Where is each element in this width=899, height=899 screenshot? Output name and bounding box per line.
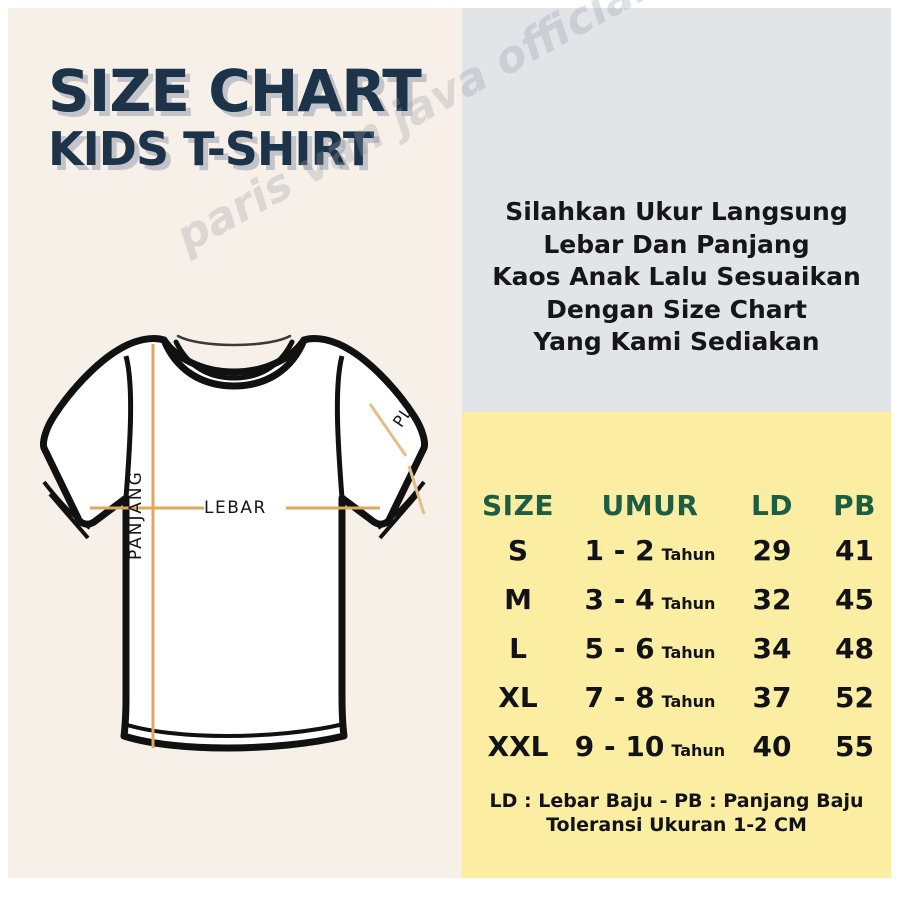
- cell-umur: 5 - 6 Tahun: [574, 632, 726, 665]
- table-row: M 3 - 4 Tahun 32 45: [462, 575, 891, 624]
- cell-pb: 41: [835, 534, 874, 567]
- cell-size: M: [504, 583, 532, 616]
- instruction-line: Yang Kami Sediakan: [533, 327, 820, 356]
- note-line-1: LD : Lebar Baju - PB : Panjang Baju: [489, 790, 864, 812]
- th-umur: UMUR: [601, 488, 699, 522]
- instruction-line: Kaos Anak Lalu Sesuaikan: [492, 262, 861, 291]
- instructions-text: Silahkan Ukur Langsung Lebar Dan Panjang…: [462, 196, 891, 359]
- th-size: SIZE: [481, 488, 554, 522]
- cell-pb: 45: [835, 583, 874, 616]
- table-body: S 1 - 2 Tahun 29 41 M 3 - 4 Tahun 32 45 …: [462, 526, 891, 771]
- label-panjang: PANJANG: [126, 470, 146, 560]
- cell-pb: 55: [835, 730, 874, 763]
- table-header: SIZE UMUR LD PB: [462, 484, 891, 526]
- table-row: S 1 - 2 Tahun 29 41: [462, 526, 891, 575]
- cell-umur: 3 - 4 Tahun: [574, 583, 726, 616]
- cell-size: L: [509, 632, 527, 665]
- cell-umur-unit: Tahun: [671, 741, 726, 760]
- table-panel: [462, 412, 891, 878]
- cell-umur-range: 1 - 2: [584, 534, 655, 567]
- cell-umur: 7 - 8 Tahun: [574, 681, 726, 714]
- cell-umur: 9 - 10 Tahun: [574, 730, 726, 763]
- table-row: L 5 - 6 Tahun 34 48: [462, 624, 891, 673]
- cell-umur-unit: Tahun: [661, 692, 716, 711]
- table-row: XL 7 - 8 Tahun 37 52: [462, 673, 891, 722]
- page-title: SIZE CHART KIDS T-SHIRT: [48, 62, 448, 172]
- title-line-1: SIZE CHART: [48, 57, 422, 125]
- cell-ld: 37: [752, 681, 792, 714]
- cell-ld: 29: [752, 534, 792, 567]
- cell-umur-range: 5 - 6: [584, 632, 655, 665]
- table-header-row: SIZE UMUR LD PB: [462, 484, 891, 526]
- cell-umur-range: 9 - 10: [574, 730, 665, 763]
- tshirt-diagram-icon: [40, 334, 428, 752]
- cell-size: XL: [498, 681, 538, 714]
- cell-ld: 40: [752, 730, 792, 763]
- instruction-line: Lebar Dan Panjang: [543, 229, 810, 259]
- cell-ld: 34: [752, 632, 792, 665]
- cell-pb: 48: [835, 632, 874, 665]
- instruction-line: Silahkan Ukur Langsung: [505, 197, 848, 226]
- th-ld: LD: [750, 488, 794, 522]
- instructions-panel: [462, 8, 891, 412]
- cell-size: XXL: [487, 730, 549, 763]
- label-lebar: LEBAR: [204, 498, 267, 518]
- cell-umur: 1 - 2 Tahun: [574, 534, 726, 567]
- table-row: XXL 9 - 10 Tahun 40 55: [462, 722, 891, 771]
- cell-umur-unit: Tahun: [661, 545, 716, 564]
- cell-umur-unit: Tahun: [661, 643, 716, 662]
- cell-umur-unit: Tahun: [661, 594, 716, 613]
- title-line-2: KIDS T-SHIRT: [48, 122, 374, 176]
- table-note: LD : Lebar Baju - PB : Panjang Baju Tole…: [462, 790, 891, 838]
- th-pb: PB: [833, 488, 876, 522]
- note-line-2: Toleransi Ukuran 1-2 CM: [546, 813, 807, 836]
- cell-umur-range: 7 - 8: [584, 681, 655, 714]
- cell-size: S: [507, 534, 529, 567]
- size-table: SIZE UMUR LD PB S 1 - 2 Tahun 29 41 M 3 …: [462, 484, 891, 771]
- cell-pb: 52: [835, 681, 874, 714]
- instruction-line: Dengan Size Chart: [546, 294, 807, 324]
- cell-umur-range: 3 - 4: [584, 583, 655, 616]
- cell-ld: 32: [752, 583, 792, 616]
